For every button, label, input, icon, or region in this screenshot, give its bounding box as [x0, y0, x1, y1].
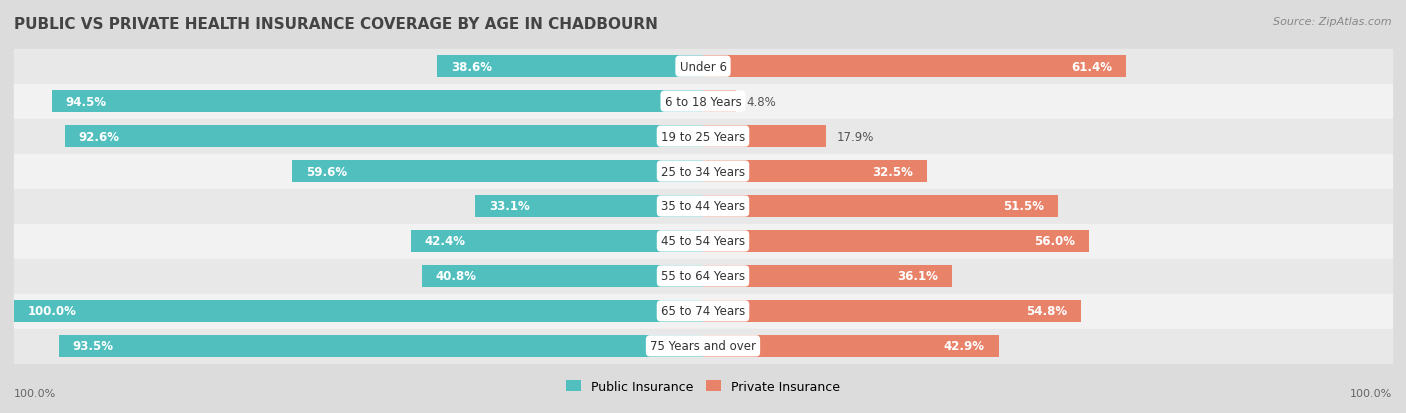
Bar — [14, 190, 1392, 223]
Text: 92.6%: 92.6% — [79, 130, 120, 143]
Bar — [437, 56, 703, 78]
Text: Source: ZipAtlas.com: Source: ZipAtlas.com — [1274, 17, 1392, 26]
Bar — [703, 126, 827, 147]
Bar — [14, 259, 1392, 293]
Bar — [703, 335, 998, 357]
Text: 51.5%: 51.5% — [1002, 200, 1045, 213]
Legend: Public Insurance, Private Insurance: Public Insurance, Private Insurance — [561, 375, 845, 398]
Bar — [52, 91, 703, 113]
Bar — [703, 91, 737, 113]
Bar — [14, 329, 1392, 363]
Bar — [703, 56, 1126, 78]
Text: 56.0%: 56.0% — [1033, 235, 1076, 248]
Text: 33.1%: 33.1% — [489, 200, 530, 213]
Text: 6 to 18 Years: 6 to 18 Years — [665, 95, 741, 108]
Text: 4.8%: 4.8% — [747, 95, 776, 108]
Text: 100.0%: 100.0% — [28, 305, 77, 318]
Bar — [703, 230, 1088, 252]
Text: 93.5%: 93.5% — [73, 339, 114, 352]
Bar — [65, 126, 703, 147]
Bar — [14, 50, 1392, 84]
Text: 54.8%: 54.8% — [1025, 305, 1067, 318]
Bar — [59, 335, 703, 357]
Text: 59.6%: 59.6% — [307, 165, 347, 178]
Text: 42.9%: 42.9% — [943, 339, 984, 352]
Bar — [14, 294, 1392, 328]
Text: 61.4%: 61.4% — [1071, 61, 1112, 74]
Bar — [475, 196, 703, 217]
Bar — [411, 230, 703, 252]
Bar — [292, 161, 703, 183]
Text: 55 to 64 Years: 55 to 64 Years — [661, 270, 745, 283]
Bar — [703, 161, 927, 183]
Text: 17.9%: 17.9% — [837, 130, 875, 143]
Bar — [14, 155, 1392, 188]
Text: 100.0%: 100.0% — [1350, 388, 1392, 398]
Text: 36.1%: 36.1% — [897, 270, 938, 283]
Bar — [14, 300, 703, 322]
Text: 32.5%: 32.5% — [872, 165, 912, 178]
Text: 42.4%: 42.4% — [425, 235, 465, 248]
Text: 38.6%: 38.6% — [451, 61, 492, 74]
Text: Under 6: Under 6 — [679, 61, 727, 74]
Text: 100.0%: 100.0% — [14, 388, 56, 398]
Text: 40.8%: 40.8% — [436, 270, 477, 283]
Text: 45 to 54 Years: 45 to 54 Years — [661, 235, 745, 248]
Bar — [703, 300, 1081, 322]
Text: 94.5%: 94.5% — [66, 95, 107, 108]
Bar — [14, 120, 1392, 154]
Text: 19 to 25 Years: 19 to 25 Years — [661, 130, 745, 143]
Bar — [14, 85, 1392, 119]
Bar — [14, 225, 1392, 258]
Text: 25 to 34 Years: 25 to 34 Years — [661, 165, 745, 178]
Text: 35 to 44 Years: 35 to 44 Years — [661, 200, 745, 213]
Text: PUBLIC VS PRIVATE HEALTH INSURANCE COVERAGE BY AGE IN CHADBOURN: PUBLIC VS PRIVATE HEALTH INSURANCE COVER… — [14, 17, 658, 31]
Text: 65 to 74 Years: 65 to 74 Years — [661, 305, 745, 318]
Bar — [422, 266, 703, 287]
Text: 75 Years and over: 75 Years and over — [650, 339, 756, 352]
Bar — [703, 196, 1057, 217]
Bar — [703, 266, 952, 287]
